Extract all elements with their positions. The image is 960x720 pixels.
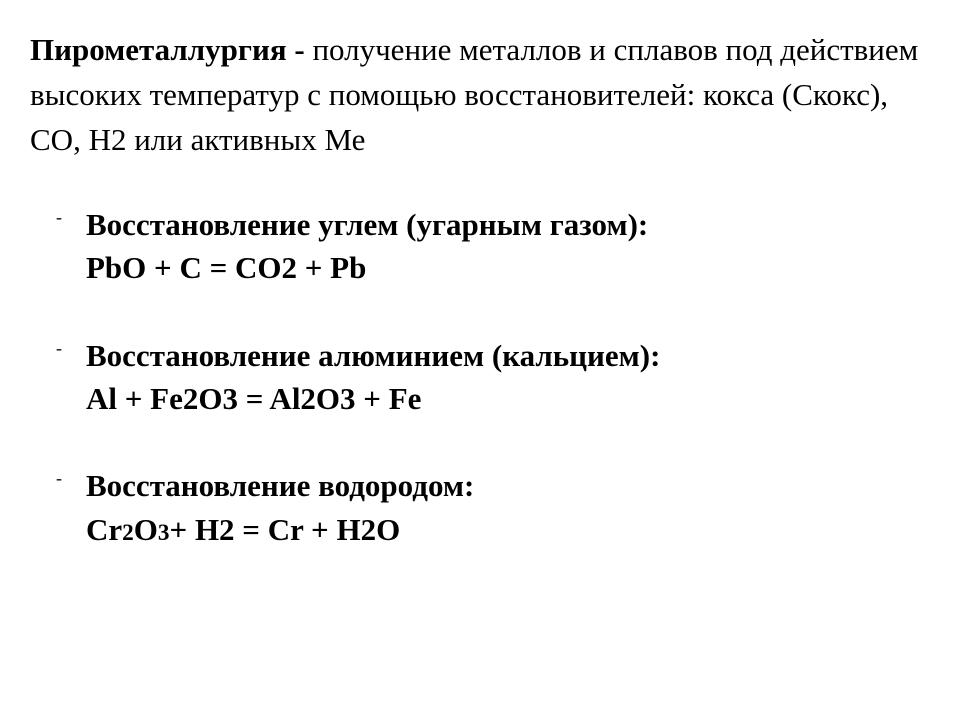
item-equation: Cr2O3+ H2 = Cr + H2O	[86, 508, 930, 551]
item-equation: Al + Fe2O3 = Al2O3 + Fe	[86, 377, 930, 420]
intro-paragraph: Пирометаллургия - получение металлов и с…	[30, 28, 930, 163]
item-title: Восстановление алюминием (кальцием):	[86, 338, 660, 373]
reduction-list: Восстановление углем (угарным газом): Pb…	[30, 203, 930, 551]
item-equation: PbO + C = CO2 + Pb	[86, 246, 930, 289]
list-item: Восстановление алюминием (кальцием): Al …	[86, 334, 930, 421]
item-title: Восстановление углем (угарным газом):	[86, 207, 648, 242]
list-item: Восстановление водородом: Cr2O3+ H2 = Cr…	[86, 464, 930, 551]
list-item: Восстановление углем (угарным газом): Pb…	[86, 203, 930, 290]
item-title: Восстановление водородом:	[86, 468, 474, 503]
intro-bold-term: Пирометаллургия -	[30, 32, 312, 67]
